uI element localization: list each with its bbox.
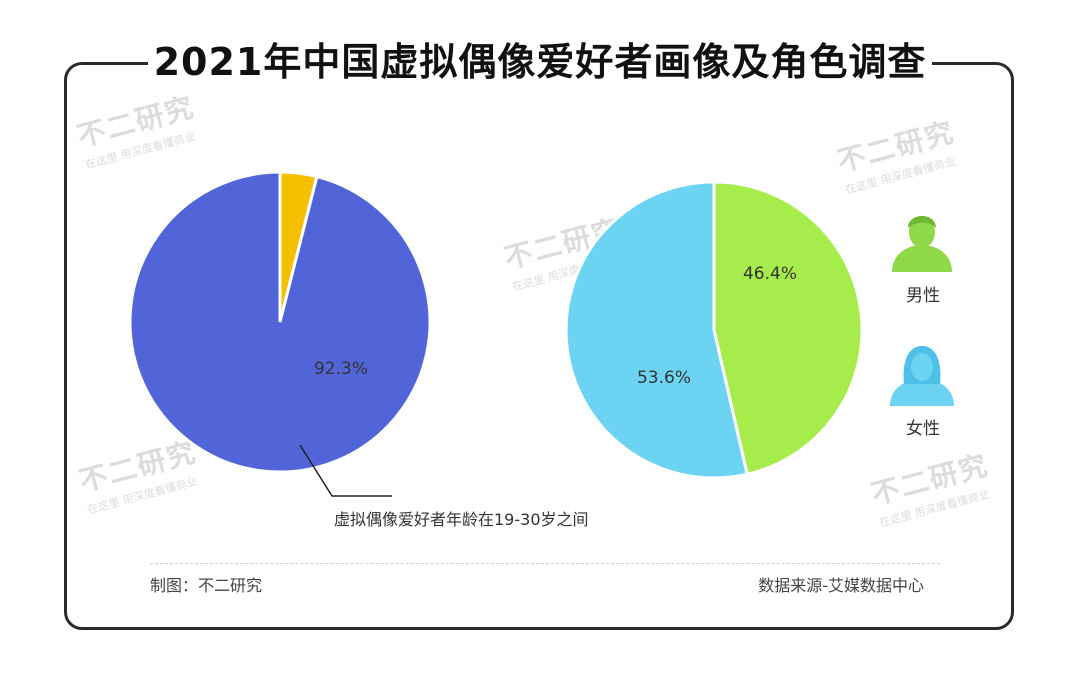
slice-label: 53.6%	[637, 368, 691, 388]
pie-slice	[564, 180, 749, 480]
age-annotation: 虚拟偶像爱好者年龄在19-30岁之间	[334, 510, 589, 529]
annotation-leader-line	[299, 444, 392, 497]
page-title: 2021年中国虚拟偶像爱好者画像及角色调查	[147, 38, 933, 86]
male-user-icon	[892, 216, 952, 272]
title-wrap: 2021年中国虚拟偶像爱好者画像及角色调查	[0, 38, 1080, 86]
footer-divider	[150, 563, 940, 564]
pie-slice	[712, 180, 864, 477]
slice-label: 92.3%	[314, 359, 368, 379]
age-pie-chart: 92.3%	[128, 170, 432, 474]
pie-slice	[128, 170, 432, 474]
footer-source: 数据来源-艾媒数据中心	[758, 576, 924, 595]
legend-label-female: 女性	[906, 419, 940, 439]
female-user-icon	[890, 346, 954, 406]
slice-label: 46.4%	[743, 264, 797, 284]
legend-label-male: 男性	[906, 286, 940, 306]
footer-credit: 制图：不二研究	[150, 576, 263, 595]
gender-pie-chart: 46.4% 53.6%	[564, 180, 864, 480]
